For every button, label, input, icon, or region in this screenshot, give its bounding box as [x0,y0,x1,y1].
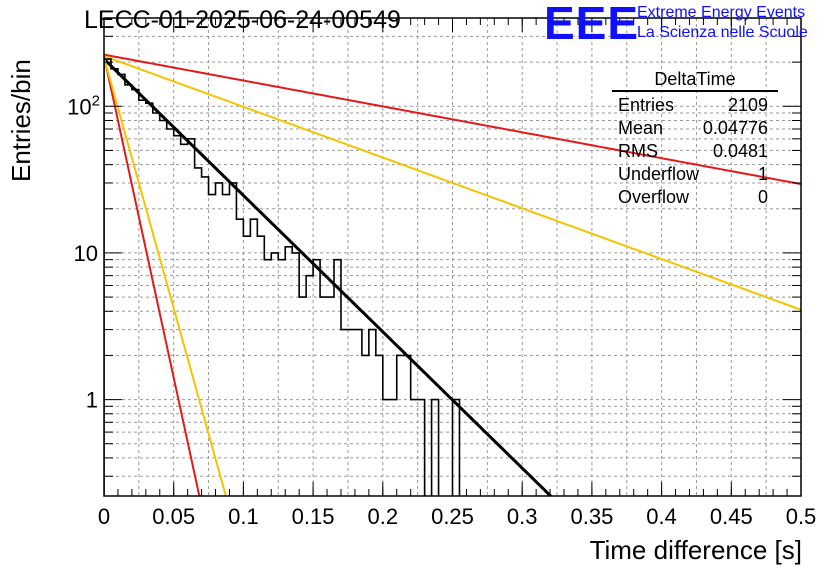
stats-value: 1 [757,164,768,184]
stats-title: DeltaTime [612,68,778,92]
stats-row-entries: Entries 2109 [612,94,778,117]
x-tick-label: 0.05 [152,504,195,529]
stats-row-underflow: Underflow 1 [612,163,778,186]
stats-row-overflow: Overflow 0 [612,186,778,209]
y-tick-label: 10 [74,241,98,266]
fit-curve-2 [104,53,801,186]
logo-line-2: La Scienza nelle Scuole [637,24,808,41]
x-tick-label: 0.5 [786,504,817,529]
y-axis-label: Entries/bin [6,59,36,182]
stats-label: Entries [618,95,675,115]
histogram-steps [104,58,461,496]
y-tick-label: 102 [67,92,100,119]
stats-value: 2109 [727,95,768,115]
stats-label: Overflow [618,187,690,207]
stats-row-rms: RMS 0.0481 [612,140,778,163]
stats-value: 0 [757,187,768,207]
x-tick-label: 0.25 [431,504,474,529]
stats-label: RMS [618,141,658,161]
stats-label: Mean [618,118,664,138]
x-tick-label: 0 [98,504,110,529]
x-tick-label: 0.4 [646,504,677,529]
x-axis-label: Time difference [s] [589,535,802,565]
eee-logo-text: Extreme Energy Events La Scienza nelle S… [637,3,808,43]
x-tick-label: 0.2 [368,504,399,529]
x-tick-label: 0.45 [710,504,753,529]
stats-row-mean: Mean 0.04776 [612,117,778,140]
x-tick-label: 0.15 [292,504,335,529]
fit-curve-1 [104,57,553,496]
x-tick-label: 0.3 [507,504,538,529]
fit-curve-4 [104,55,201,496]
run-title: LECC-01-2025-06-24-00549 [84,6,401,34]
x-tick-label: 0.1 [228,504,259,529]
stats-value: 0.04776 [702,118,768,138]
fit-curve-3 [104,55,801,311]
fit-curve-5 [104,57,227,496]
stats-label: Underflow [618,164,700,184]
y-tick-label: 1 [86,388,98,413]
eee-logo: EEE [544,0,640,49]
stats-box: DeltaTime Entries 2109 Mean 0.04776 RMS 0.0… [612,68,778,209]
stats-value: 0.0481 [712,141,768,161]
x-tick-label: 0.35 [570,504,613,529]
logo-line-1: Extreme Energy Events [637,4,806,21]
